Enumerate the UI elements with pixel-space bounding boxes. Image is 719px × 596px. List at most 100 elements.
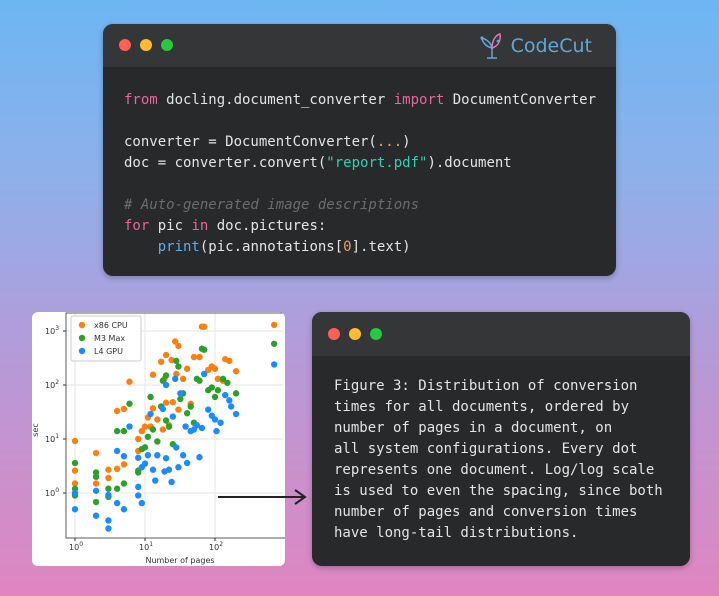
data-point: [177, 395, 184, 403]
data-point: [149, 426, 157, 433]
minimize-dot-icon[interactable]: [349, 328, 361, 340]
legend-marker: [78, 347, 86, 355]
code-token: pic: [149, 218, 192, 234]
data-point: [105, 485, 112, 492]
data-point: [152, 477, 159, 484]
data-point: [92, 498, 100, 506]
data-point: [162, 417, 170, 424]
close-dot-icon[interactable]: [119, 39, 131, 51]
description-line: Figure 3: Distribution of conversion: [334, 378, 638, 394]
code-line: for pic in doc.pictures:: [124, 216, 596, 237]
data-point: [179, 375, 187, 383]
data-point: [105, 491, 112, 499]
data-point: [232, 390, 240, 397]
data-point: [154, 452, 161, 459]
y-tick-label: 101: [45, 433, 59, 444]
minimize-dot-icon[interactable]: [140, 39, 152, 51]
y-tick-label: 103: [45, 325, 59, 336]
y-tick-label: 100: [45, 487, 59, 498]
data-point: [217, 419, 224, 426]
data-point: [105, 517, 112, 524]
data-point: [214, 375, 222, 383]
x-tick-label: 101: [139, 541, 153, 552]
data-point: [120, 480, 128, 487]
data-point: [193, 422, 201, 429]
codecut-logo: CodeCut: [478, 32, 592, 60]
data-point: [226, 397, 233, 404]
data-point: [175, 342, 182, 350]
legend-label: L4 GPU: [94, 347, 123, 356]
data-point: [135, 492, 142, 499]
description-line: have long-tail distributions.: [334, 525, 579, 541]
legend-label: M3 Max: [94, 334, 125, 343]
data-point: [168, 478, 175, 486]
brand-name: CodeCut: [510, 35, 592, 57]
data-point: [92, 480, 100, 487]
codecut-leaf-icon: [479, 33, 501, 59]
code-token: docling.document_converter: [157, 92, 394, 108]
data-point: [135, 469, 142, 476]
code-token: converter = DocumentConverter(: [124, 134, 377, 150]
data-point: [162, 351, 170, 359]
data-point: [147, 410, 154, 418]
data-point: [219, 375, 227, 383]
data-point: [71, 489, 79, 497]
data-point: [135, 435, 142, 443]
data-point: [159, 405, 167, 413]
maximize-dot-icon[interactable]: [370, 328, 382, 340]
data-point: [144, 433, 152, 440]
code-token: ): [402, 134, 411, 150]
y-axis-label: sec: [32, 423, 40, 437]
data-point: [159, 426, 167, 433]
data-point: [92, 449, 100, 457]
data-point: [198, 424, 206, 432]
data-point: [126, 423, 133, 430]
data-point: [71, 459, 79, 467]
data-point: [214, 387, 222, 394]
code-token: "report.pdf": [326, 155, 428, 171]
data-point: [173, 444, 180, 451]
data-point: [113, 485, 121, 492]
code-line: [124, 174, 596, 195]
data-point: [120, 461, 128, 468]
code-line: converter = DocumentConverter(...): [124, 132, 596, 153]
data-point: [92, 487, 100, 494]
description-line: number of pages in a document, on: [334, 420, 613, 436]
data-point: [183, 365, 191, 372]
maximize-dot-icon[interactable]: [161, 39, 173, 51]
data-point: [175, 406, 182, 413]
data-point: [183, 459, 191, 467]
data-point: [162, 399, 170, 406]
code-token: [124, 239, 158, 255]
code-token: 0: [343, 239, 352, 255]
x-tick-label: 102: [209, 541, 223, 552]
data-point: [177, 390, 184, 397]
data-point: [113, 499, 121, 507]
code-token: ...: [376, 134, 403, 150]
data-point: [205, 406, 212, 413]
data-point: [141, 460, 149, 467]
figure-description: Figure 3: Distribution of conversion tim…: [334, 376, 663, 544]
legend-marker: [78, 321, 86, 329]
data-point: [113, 447, 121, 455]
data-point: [171, 338, 179, 345]
close-dot-icon[interactable]: [328, 328, 340, 340]
chart-svg: 100 101 102 100 101 102 103 Number of pages sec x…: [32, 312, 285, 565]
data-point: [226, 357, 233, 365]
code-token: for: [124, 218, 150, 234]
description-line: all system configurations. Every dot: [334, 441, 638, 457]
code-line: print(pic.annotations[0].text): [124, 237, 596, 258]
data-point: [179, 452, 187, 459]
data-point: [105, 474, 112, 482]
data-point: [211, 365, 219, 372]
data-point: [196, 377, 203, 384]
code-token: print: [157, 239, 200, 255]
data-point: [105, 466, 112, 473]
description-line: times for all documents, ordered by: [334, 399, 630, 415]
data-point: [183, 410, 191, 417]
data-point: [169, 399, 177, 406]
code-block: from docling.document_converter import D…: [124, 90, 596, 258]
description-line: is used to even the spacing, since both: [334, 483, 663, 499]
description-line: number of pages and conversion times: [334, 504, 638, 520]
x-axis-label: Number of pages: [145, 556, 214, 565]
